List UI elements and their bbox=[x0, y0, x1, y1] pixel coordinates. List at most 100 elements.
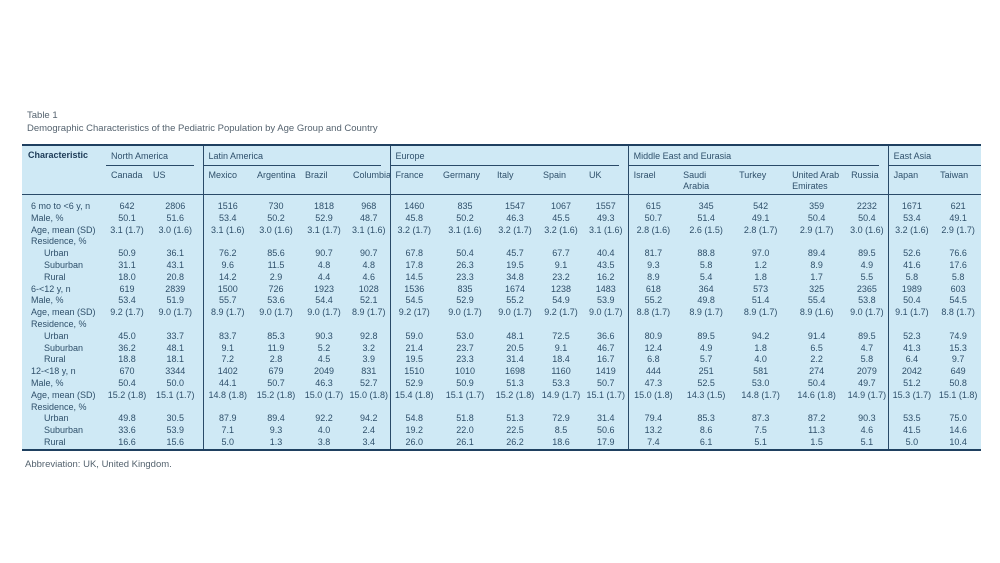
table-row: Rural 18.8 18.1 7.2 2.8 4.5 3.9 19.5 23.3 31.4 18.… bbox=[22, 354, 981, 367]
data-cell bbox=[348, 319, 390, 331]
data-cell: 670 bbox=[119, 366, 135, 377]
data-cell: 831 bbox=[361, 366, 377, 377]
data-cell bbox=[787, 236, 846, 248]
data-cell: 1547 bbox=[505, 201, 526, 211]
data-cell: 9.0 (1.7) bbox=[448, 307, 482, 318]
data-cell: 5.7 bbox=[699, 354, 713, 365]
data-cell: 89.4 bbox=[807, 248, 826, 259]
data-cell: 51.3 bbox=[506, 413, 524, 424]
data-cell: 53.9 bbox=[166, 425, 185, 436]
row-label: Residence, % bbox=[31, 401, 87, 412]
data-cell: 3.1 (1.6) bbox=[352, 224, 386, 235]
data-cell bbox=[438, 319, 492, 331]
data-cell bbox=[935, 236, 981, 248]
data-cell bbox=[787, 319, 846, 331]
data-cell: 4.0 bbox=[754, 354, 767, 365]
data-cell: 325 bbox=[809, 283, 825, 294]
data-cell: 15.0 (1.7) bbox=[304, 389, 344, 400]
data-cell: 16.7 bbox=[597, 354, 615, 365]
table-row: Male, % 53.4 51.9 55.7 53.6 54.4 52.1 54.5 52.9 5… bbox=[22, 295, 981, 308]
region-header-label: Europe bbox=[390, 146, 619, 166]
data-cell bbox=[887, 318, 936, 331]
data-cell: 72.5 bbox=[552, 330, 570, 341]
data-cell: 9.3 bbox=[269, 425, 283, 436]
data-cell: 11.9 bbox=[267, 342, 285, 353]
data-cell: 54.5 bbox=[949, 295, 967, 306]
data-cell: 3.2 (1.7) bbox=[498, 224, 532, 235]
data-cell bbox=[627, 236, 679, 249]
data-cell: 54.9 bbox=[552, 295, 570, 306]
data-cell: 67.8 bbox=[389, 248, 439, 260]
data-cell: 50.7 bbox=[597, 377, 615, 388]
country-header: UK bbox=[584, 166, 629, 195]
data-cell: 1.8 bbox=[754, 342, 767, 353]
data-cell: 2049 bbox=[313, 366, 335, 377]
table-row: 12-<18 y, n 670 3344 1402 679 2049 831 1510 1010… bbox=[22, 366, 981, 378]
data-cell: 618 bbox=[627, 283, 679, 296]
data-cell: 41.5 bbox=[887, 425, 936, 437]
data-cell: 46.3 bbox=[506, 212, 524, 223]
data-cell: 53.6 bbox=[267, 295, 285, 306]
data-cell: 45.0 bbox=[118, 330, 136, 341]
row-label: Suburban bbox=[44, 259, 84, 270]
region-header-cell: Latin America bbox=[202, 145, 391, 166]
data-cell: 43.1 bbox=[166, 259, 185, 270]
country-header: Israel bbox=[627, 166, 679, 195]
data-cell: 52.6 bbox=[887, 248, 936, 260]
data-cell bbox=[148, 236, 203, 248]
data-cell: 50.9 bbox=[118, 248, 136, 259]
data-cell: 1.7 bbox=[810, 271, 823, 282]
data-cell: 1500 bbox=[202, 283, 252, 296]
data-cell: 50.4 bbox=[807, 212, 826, 223]
table-row: Suburban 33.6 53.9 7.1 9.3 4.0 2.4 19.2 22.0 22.5… bbox=[22, 425, 981, 437]
data-cell: 5.1 bbox=[860, 436, 874, 447]
data-cell: 5.0 bbox=[887, 436, 936, 450]
data-cell: 10.4 bbox=[949, 436, 967, 447]
data-cell bbox=[300, 319, 348, 331]
data-cell: 97.0 bbox=[751, 248, 770, 259]
data-cell: 642 bbox=[119, 201, 135, 211]
data-cell: 18.8 bbox=[118, 354, 136, 365]
data-cell bbox=[734, 402, 787, 414]
data-cell: 2.8 bbox=[269, 354, 283, 365]
data-cell: 59.0 bbox=[389, 330, 439, 343]
region-header-label: North America bbox=[106, 146, 194, 166]
data-cell: 3.2 (1.7) bbox=[389, 224, 439, 237]
row-label: Rural bbox=[44, 354, 66, 365]
data-cell: 9.7 bbox=[951, 354, 965, 365]
data-cell: 4.9 bbox=[860, 259, 874, 270]
table-row: Urban 49.8 30.5 87.9 89.4 92.2 94.2 54.8 51.8 51.… bbox=[22, 413, 981, 426]
data-cell: 55.4 bbox=[807, 295, 826, 306]
data-cell bbox=[202, 236, 252, 249]
data-cell: 20.8 bbox=[166, 271, 185, 282]
data-cell: 3.1 (1.6) bbox=[202, 224, 252, 237]
data-cell: 15.3 (1.7) bbox=[887, 389, 936, 402]
data-cell: 2.9 (1.7) bbox=[941, 224, 975, 235]
data-cell: 1.5 bbox=[810, 436, 823, 447]
data-cell: 603 bbox=[950, 283, 966, 294]
row-label: Urban bbox=[44, 413, 69, 424]
data-cell: 31.1 bbox=[118, 259, 136, 270]
data-cell: 15.2 (1.8) bbox=[107, 389, 147, 400]
data-cell bbox=[389, 401, 439, 414]
data-cell: 14.6 bbox=[949, 425, 967, 436]
data-cell: 3.0 (1.6) bbox=[850, 224, 884, 235]
data-cell bbox=[202, 401, 252, 414]
data-cell: 730 bbox=[268, 201, 284, 211]
country-header: Argentina bbox=[252, 166, 300, 195]
data-cell: 23.7 bbox=[456, 342, 474, 353]
data-cell: 18.4 bbox=[552, 354, 570, 365]
data-cell: 2.6 (1.5) bbox=[689, 224, 723, 235]
data-cell: 5.2 bbox=[317, 342, 331, 353]
data-cell bbox=[389, 318, 439, 331]
data-cell bbox=[300, 236, 348, 248]
data-cell: 53.0 bbox=[751, 377, 770, 388]
data-cell: 1671 bbox=[887, 194, 936, 213]
data-cell: 50.0 bbox=[166, 377, 185, 388]
data-cell: 4.4 bbox=[317, 271, 331, 282]
data-cell: 89.5 bbox=[697, 330, 715, 341]
data-cell: 36.1 bbox=[166, 248, 185, 259]
data-cell: 18.0 bbox=[118, 271, 136, 282]
data-cell: 41.3 bbox=[887, 342, 936, 355]
data-cell: 1028 bbox=[358, 283, 379, 294]
